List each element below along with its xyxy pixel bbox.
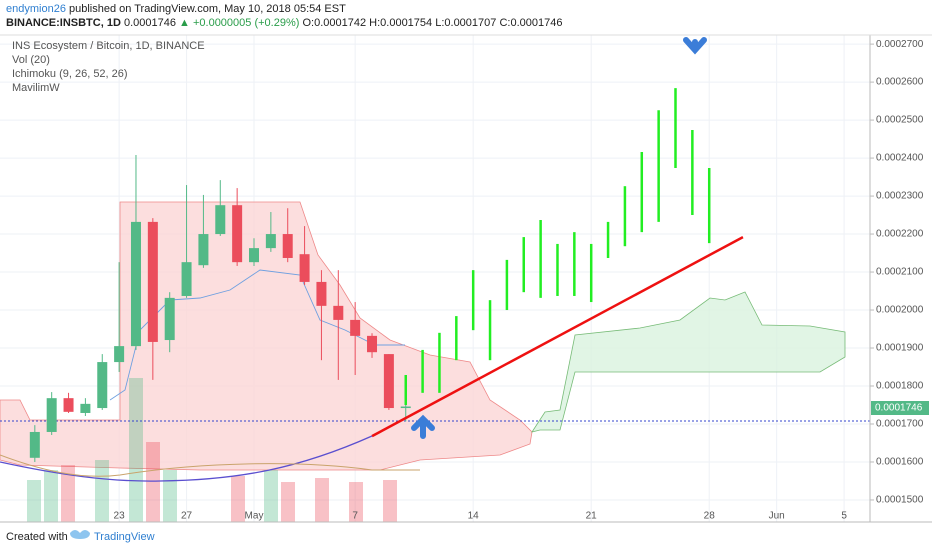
candle-body [164,297,175,341]
x-tick-label: 5 [841,511,847,522]
x-tick-label: 14 [468,511,480,522]
volume-bar [349,482,363,522]
volume [27,378,397,522]
volume-bar [383,480,397,522]
header-line1: endymion26 published on TradingView.com,… [6,3,346,15]
ohlc-low: L:0.0001707 [435,17,496,29]
volume-bar [27,480,41,522]
candle-body [232,205,243,263]
header-line2: BINANCE:INSBTC, 1D 0.0001746 ▲ +0.000000… [6,17,562,29]
candle-body [215,205,226,235]
footer-created: Created with [6,531,68,543]
y-tick-label: 0.0001500 [876,495,924,506]
candle-body [46,398,57,432]
volume-bar [61,465,75,522]
kijun-line [0,454,420,477]
arrow-down [683,37,707,55]
footer-brand[interactable]: TradingView [94,531,155,543]
candle-body [147,221,158,342]
x-tick-label: 27 [181,511,193,522]
volume-bar [264,470,278,522]
ohlc-open: O:0.0001742 [302,17,366,29]
x-tick-label: 23 [114,511,126,522]
candle-body [350,319,361,336]
y-tick-label: 0.0001700 [876,419,924,430]
y-tick-label: 0.0002300 [876,191,924,202]
volume-bar [163,470,177,522]
candle-body [130,221,141,347]
x-tick-label: 28 [704,511,716,522]
last-price-tag [871,401,929,415]
volume-bar [44,470,58,522]
candle-body [181,262,192,296]
y-tick-label: 0.0002100 [876,267,924,278]
y-tick-label: 0.0002700 [876,39,924,50]
indicator-label: MavilimW [12,82,60,94]
symbol: BINANCE:INSBTC, 1D [6,17,121,29]
x-tick-label: 21 [586,511,598,522]
y-tick-label: 0.0002400 [876,153,924,164]
price: 0.0001746 [124,17,176,29]
x-tick-label: Jun [769,511,785,522]
candle-body [333,305,344,320]
change: ▲ +0.0000005 (+0.29%) [179,17,299,29]
x-tick-label: 7 [352,511,358,522]
candle-body [97,362,108,409]
y-tick-label: 0.0002500 [876,115,924,126]
candle-body [80,403,91,413]
candle-body [198,234,209,266]
y-tick-label: 0.0002600 [876,77,924,88]
volume-bar [231,476,245,522]
candle-body [383,354,394,409]
volume-bar [281,482,295,522]
moving-average [0,435,373,482]
candle-body [299,254,310,282]
ohlc-close: C:0.0001746 [499,17,562,29]
published: published on TradingView.com, May 10, 20… [69,3,346,15]
volume-bar [95,460,109,522]
y-tick-label: 0.0001900 [876,343,924,354]
marks [29,88,744,462]
candle-body [400,406,411,409]
candle-body [29,431,40,458]
candle-body [249,248,259,263]
candle-body [316,281,327,306]
volume-bar [146,442,160,522]
volume-bar [129,378,143,522]
x-tick-label: May [245,511,264,522]
candle-body [367,335,378,353]
ichimoku-bull-cloud [531,291,846,433]
y-tick-label: 0.0002000 [876,305,924,316]
candle-body [282,234,293,258]
ohlc-high: H:0.0001754 [369,17,432,29]
candle-body [63,398,74,412]
trend-line [371,235,744,438]
candle-body [114,346,125,363]
last-price: 0.0001746 [875,403,923,414]
y-tick-label: 0.0001600 [876,457,924,468]
arrow-up [411,414,435,439]
y-tick-label: 0.0001800 [876,381,924,392]
tradingview-logo [70,530,90,539]
indicator-label: Ichimoku (9, 26, 52, 26) [12,68,128,80]
candle-body [265,234,276,249]
chart-title: INS Ecosystem / Bitcoin, 1D, BINANCE [12,40,205,52]
indicator-label: Vol (20) [12,54,50,66]
volume-bar [315,478,329,522]
y-tick-label: 0.0002200 [876,229,924,240]
author[interactable]: endymion26 [6,3,66,15]
